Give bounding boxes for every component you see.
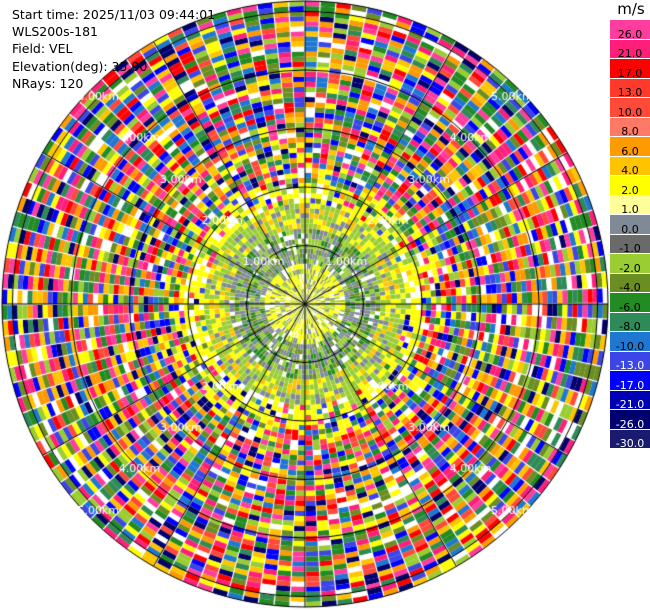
colorbar-tick-label: 13.0 (617, 86, 643, 99)
start-time-text: Start time: 2025/11/03 09:44:01 (12, 7, 216, 22)
colorbar-bin: -2.0 (610, 254, 650, 275)
colorbar-bin: -26.0 (610, 410, 650, 431)
colorbar-bin: -13.0 (610, 351, 650, 372)
colorbar-tick-label: 1.0 (621, 203, 639, 216)
colorbar-bin: 4.0 (610, 156, 650, 177)
colorbar-tick-label: -21.0 (615, 398, 645, 411)
colorbar-bin: 26.0 (610, 20, 650, 41)
colorbar-tick-label: -13.0 (615, 359, 645, 372)
colorbar-tick-label: -2.0 (619, 261, 641, 275)
colorbar-bin: -21.0 (610, 390, 650, 411)
colorbar-bin: 21.0 (610, 39, 650, 60)
colorbar-tick-label: 10.0 (617, 105, 643, 119)
colorbar-tick-label: 4.0 (621, 164, 639, 177)
colorbar-bin: -8.0 (610, 312, 650, 333)
velocity-colorbar: 26.0 21.0 17.0 13.0 10.0 8.0 6.0 4.0 2.0 1.0 0.0 -1… (610, 20, 650, 450)
colorbar-tick-label: -1.0 (619, 242, 641, 255)
colorbar-bin: 13.0 (610, 78, 650, 99)
colorbar-tick-label: -30.0 (615, 437, 645, 450)
colorbar-bin: 0.0 (610, 215, 650, 236)
colorbar-tick-label: -6.0 (619, 300, 641, 314)
field-text: Field: VEL (12, 41, 73, 57)
colorbar-tick-label: -17.0 (615, 378, 645, 392)
colorbar-bin: 2.0 (610, 176, 650, 197)
colorbar-bin: 17.0 (610, 59, 650, 80)
station-name-text: WLS200s-181 (12, 24, 98, 40)
colorbar-bin: -4.0 (610, 273, 650, 294)
colorbar-bin: -10.0 (610, 332, 650, 353)
colorbar-bin: 1.0 (610, 195, 650, 216)
colorbar-tick-label: -8.0 (619, 320, 641, 333)
colorbar-tick-label: -10.0 (615, 339, 645, 353)
colorbar-unit-label: m/s (617, 0, 645, 18)
colorbar-tick-label: 26.0 (617, 27, 643, 41)
colorbar-tick-label: 17.0 (617, 66, 643, 80)
colorbar-tick-label: 21.0 (617, 47, 643, 60)
colorbar-bin: 8.0 (610, 117, 650, 138)
colorbar-bin: 10.0 (610, 98, 650, 119)
colorbar-bin: -6.0 (610, 293, 650, 314)
colorbar-bin: -30.0 (610, 429, 650, 450)
colorbar-tick-label: -26.0 (615, 417, 645, 431)
colorbar-tick-label: 2.0 (621, 183, 639, 197)
colorbar-bin: -17.0 (610, 371, 650, 392)
colorbar-tick-label: 6.0 (621, 144, 639, 158)
colorbar-tick-label: -4.0 (619, 281, 641, 294)
colorbar-bin: 6.0 (610, 137, 650, 158)
scan-info-panel: Start time: 2025/11/03 09:44:01 WLS200s-… (12, 6, 215, 92)
colorbar-tick-label: 0.0 (621, 222, 639, 236)
colorbar-tick-label: 8.0 (621, 125, 639, 138)
colorbar-bin: -1.0 (610, 234, 650, 255)
elevation-text: Elevation(deg): 35.00 (12, 58, 148, 74)
nrays-text: NRays: 120 (12, 75, 84, 91)
